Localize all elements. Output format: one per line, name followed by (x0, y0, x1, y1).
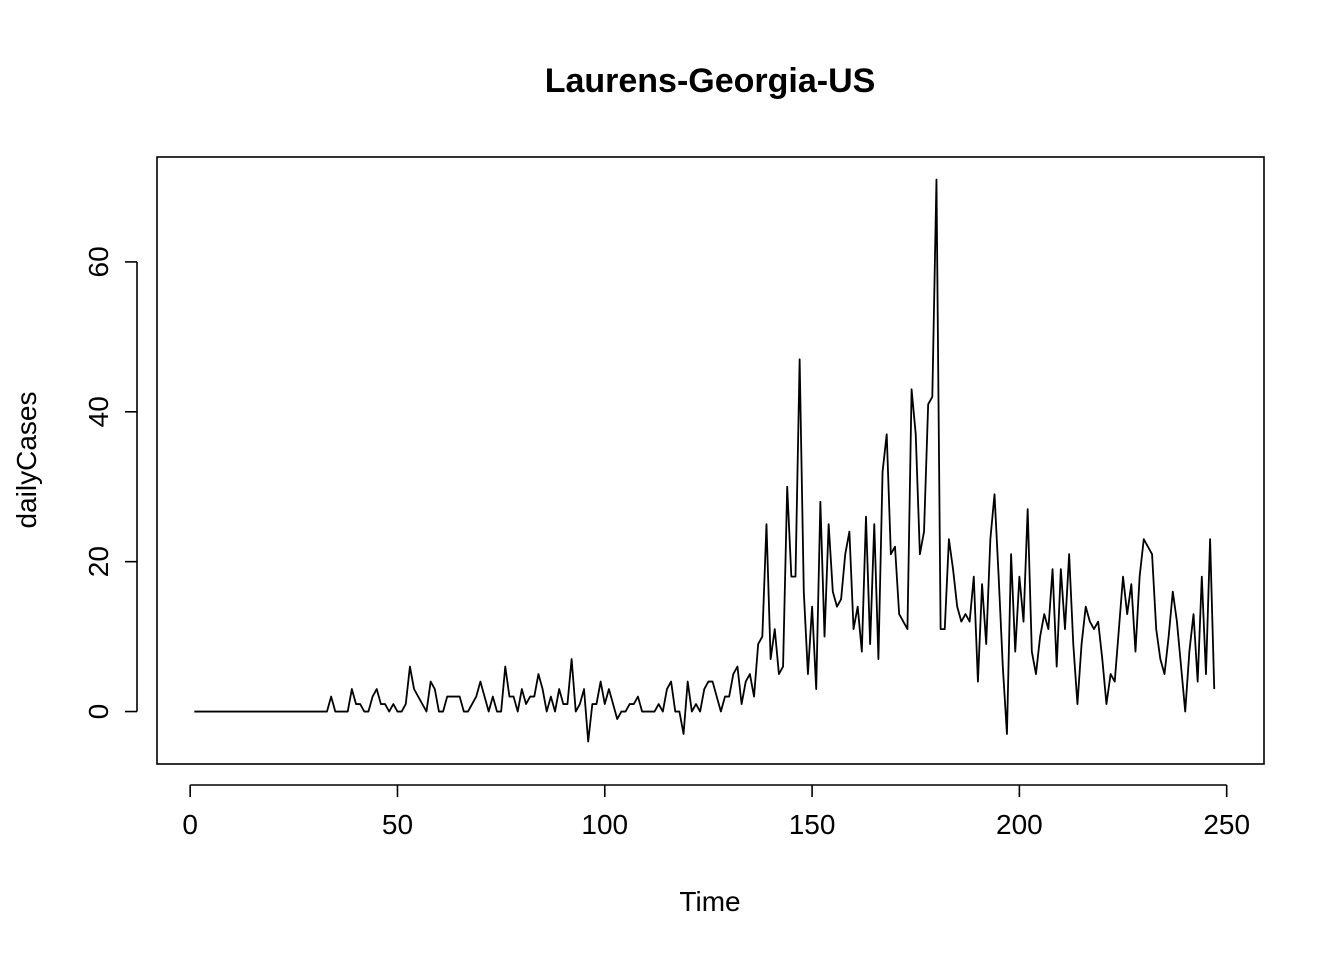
x-tick-label: 200 (996, 809, 1043, 840)
y-tick-label: 20 (83, 546, 114, 577)
series-group (194, 178, 1216, 743)
y-tick-label: 60 (83, 246, 114, 277)
x-axis-label: Time (679, 886, 740, 917)
y-tick-label: 40 (83, 396, 114, 427)
y-tick-label: 0 (83, 704, 114, 720)
series-line (194, 178, 1216, 743)
x-tick-label: 250 (1203, 809, 1250, 840)
x-tick-label: 100 (581, 809, 628, 840)
x-tick-label: 50 (382, 809, 413, 840)
y-axis-label: dailyCases (11, 392, 42, 529)
x-tick-label: 150 (789, 809, 836, 840)
x-tick-label: 0 (182, 809, 198, 840)
chart-title: Laurens-Georgia-US (545, 62, 876, 100)
y-axis: 0 20 40 60 (83, 246, 138, 720)
x-axis: 0 50 100 150 200 250 (182, 784, 1250, 840)
plot-frame (156, 156, 1265, 765)
